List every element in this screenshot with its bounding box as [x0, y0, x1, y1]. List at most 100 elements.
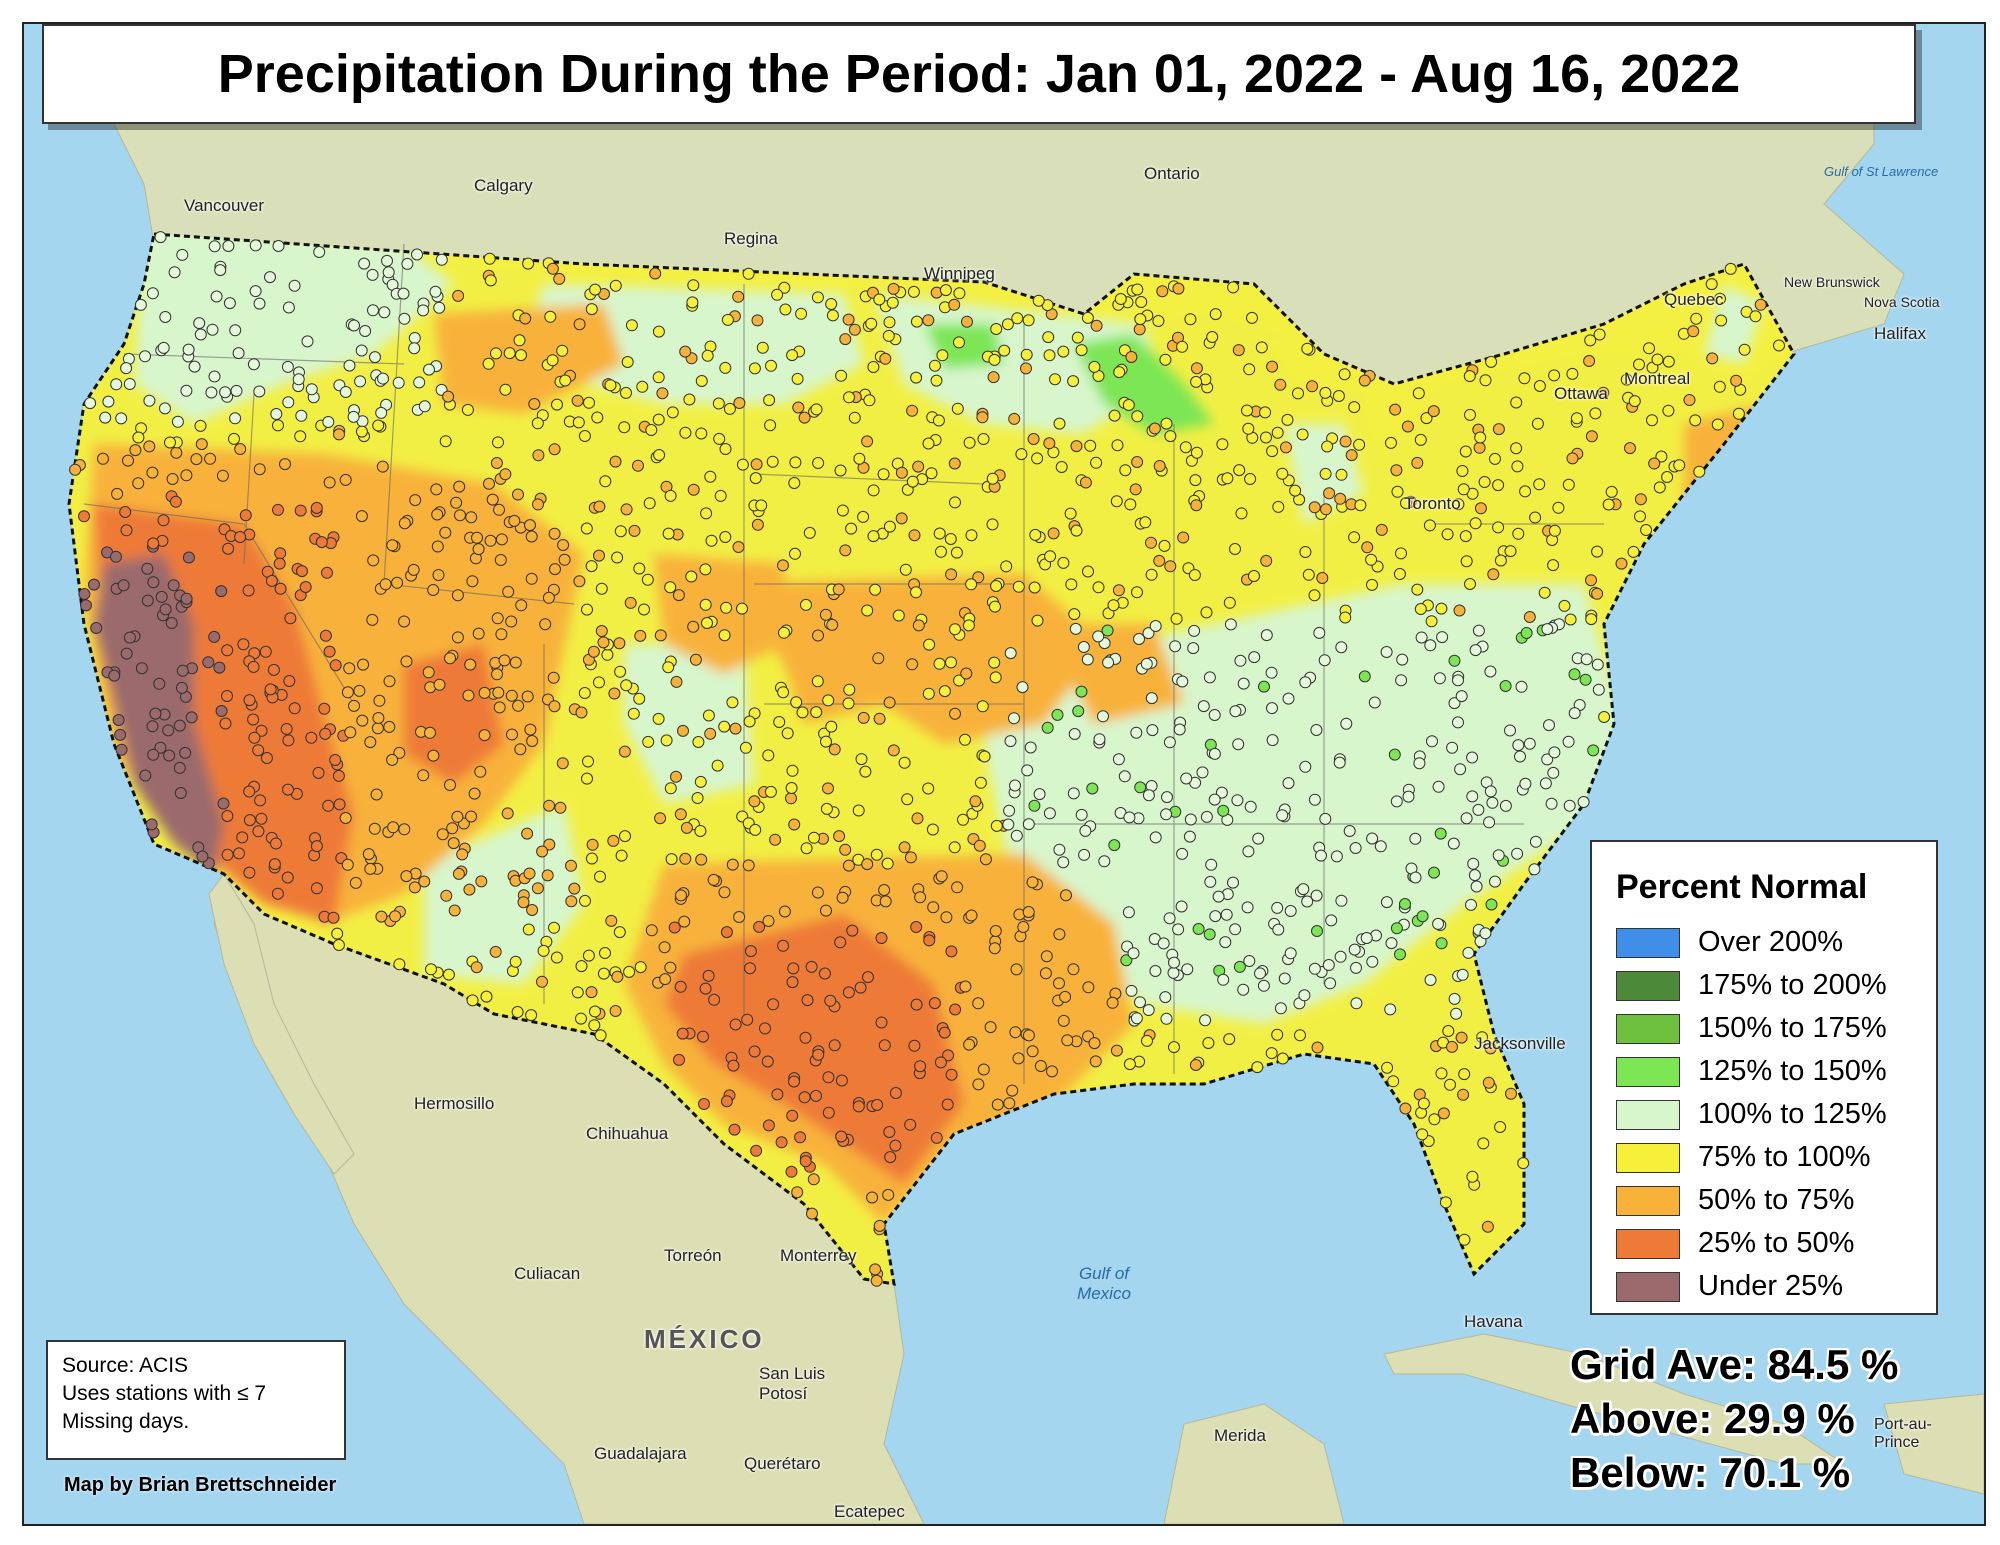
station-dot: [895, 512, 908, 525]
station-dot: [720, 601, 733, 614]
station-dot: [379, 578, 392, 591]
station-dot: [1646, 414, 1658, 427]
station-dot: [866, 1191, 879, 1204]
station-dot: [863, 394, 876, 407]
station-dot: [1164, 560, 1177, 573]
station-dot: [1481, 1220, 1494, 1233]
station-dot: [687, 620, 700, 633]
station-dot: [553, 272, 566, 285]
station-dot: [548, 443, 561, 456]
station-dot: [819, 608, 832, 621]
label-queretaro: Querétaro: [744, 1454, 821, 1473]
station-dot: [676, 1027, 689, 1040]
label-monterrey: Monterrey: [780, 1246, 857, 1265]
station-dot: [1189, 474, 1202, 487]
station-dot: [609, 1005, 622, 1017]
station-dot: [1040, 950, 1053, 963]
station-dot: [475, 875, 488, 888]
station-dot: [1518, 372, 1531, 385]
station-dot: [355, 425, 368, 438]
legend-item: 50% to 75%: [1616, 1179, 1916, 1222]
station-dot: [871, 1098, 884, 1111]
station-dot: [214, 264, 227, 277]
source-line-1: Source: ACIS: [62, 1354, 189, 1377]
station-dot: [1011, 312, 1024, 325]
source-line-3: Missing days.: [62, 1410, 190, 1433]
station-dot: [274, 582, 287, 595]
station-dot: [865, 317, 878, 330]
station-dot: [694, 825, 707, 837]
station-dot: [483, 252, 496, 265]
station-dot: [1499, 799, 1512, 812]
station-dot: [965, 529, 978, 542]
station-dot: [1235, 507, 1248, 520]
station-dot: [1077, 641, 1090, 653]
station-dot: [537, 944, 550, 957]
station-dot: [742, 267, 755, 280]
station-dot: [400, 655, 413, 668]
station-dot: [398, 823, 411, 836]
station-dot: [922, 782, 935, 795]
station-dot: [1205, 858, 1218, 871]
station-dot: [1043, 807, 1056, 820]
station-dot: [991, 1098, 1004, 1111]
station-dot: [264, 683, 277, 696]
station-dot: [377, 372, 389, 385]
station-dot: [1402, 790, 1415, 803]
station-dot: [899, 563, 912, 576]
station-dot: [742, 859, 755, 872]
station-dot: [267, 663, 280, 676]
legend-swatch: [1616, 970, 1680, 1001]
station-dot: [1248, 570, 1260, 582]
station-dot: [1320, 503, 1332, 516]
station-dot: [1505, 1087, 1517, 1100]
station-dot: [906, 475, 919, 488]
station-dot: [1690, 312, 1703, 325]
station-dot: [1123, 811, 1136, 824]
station-dot: [879, 895, 892, 908]
station-dot: [800, 598, 812, 611]
station-dot: [1081, 653, 1094, 666]
station-dot: [687, 483, 700, 496]
station-dot: [1189, 1059, 1202, 1071]
station-dot: [786, 976, 799, 989]
station-dot: [174, 787, 187, 799]
station-dot: [243, 785, 256, 798]
station-dot: [1296, 428, 1309, 441]
source-box: Source: ACIS Uses stations with ≤ 7 Miss…: [46, 1340, 346, 1460]
label-winnipeg: Winnipeg: [924, 264, 995, 283]
station-dot: [170, 446, 183, 459]
station-dot: [960, 667, 973, 680]
station-dot: [883, 696, 896, 709]
station-dot: [812, 1048, 825, 1061]
station-dot: [1301, 895, 1314, 908]
station-dot: [1220, 908, 1233, 921]
station-dot: [679, 852, 692, 865]
station-dot: [875, 1016, 888, 1029]
station-dot: [1200, 606, 1213, 619]
station-dot: [204, 452, 217, 465]
station-dot: [654, 629, 667, 642]
station-dot: [215, 705, 228, 717]
station-dot: [1548, 746, 1561, 759]
station-dot: [714, 489, 727, 502]
station-dot: [1323, 487, 1336, 500]
station-dot: [1715, 314, 1728, 327]
station-dot: [99, 411, 112, 424]
legend-item: 125% to 150%: [1616, 1050, 1916, 1093]
station-dot: [1068, 608, 1081, 621]
station-dot: [726, 858, 739, 871]
station-dot: [1120, 954, 1133, 967]
station-dot: [1441, 528, 1454, 541]
station-dot: [625, 319, 638, 332]
station-dot: [514, 743, 527, 756]
station-dot: [478, 686, 491, 699]
legend-item: 100% to 125%: [1616, 1093, 1916, 1136]
station-dot: [662, 527, 675, 540]
station-dot: [1234, 654, 1247, 667]
station-dot: [1067, 375, 1080, 388]
station-dot: [372, 419, 385, 432]
station-dot: [418, 875, 431, 888]
land-baja: [208, 873, 355, 1175]
station-dot: [398, 615, 411, 628]
